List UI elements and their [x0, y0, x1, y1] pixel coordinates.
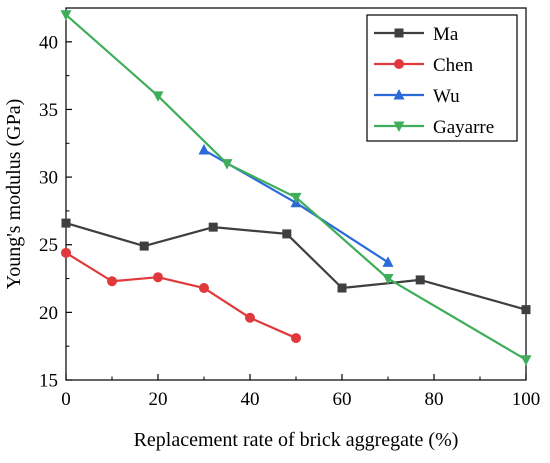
x-tick-label: 40 [241, 389, 260, 410]
legend-box [366, 14, 518, 142]
legend-entry-wu: Wu [374, 86, 460, 107]
data-point-gayarre [60, 10, 72, 21]
data-point-gayarre [221, 159, 233, 170]
y-axis: 15 20 25 30 35 40 [39, 32, 72, 392]
legend-marker-chen [394, 59, 404, 69]
data-point-ma [521, 305, 531, 315]
legend-entry-ma: Ma [374, 24, 459, 45]
legend-marker-ma [394, 28, 404, 38]
y-tick-label: 30 [39, 168, 58, 189]
data-point-gayarre [152, 91, 164, 102]
data-point-ma [282, 229, 292, 239]
y-tick-label: 40 [39, 32, 58, 53]
data-point-ma [415, 275, 425, 285]
data-point-chen [245, 312, 255, 323]
legend-marker-wu [393, 89, 405, 100]
y-axis-title: Young's modulus (GPa) [3, 99, 25, 290]
x-axis-title: Replacement rate of brick aggregate (%) [134, 429, 459, 451]
data-point-chen [291, 333, 301, 344]
legend-label-ma: Ma [433, 24, 459, 45]
legend-entry-gayarre: Gayarre [374, 117, 494, 138]
x-tick-label: 60 [333, 389, 352, 410]
legend-entry-chen: Chen [374, 55, 474, 76]
series-line-gayarre [65, 13, 527, 361]
y-tick-label: 15 [39, 371, 58, 392]
legend-marker-gayarre [393, 121, 405, 132]
legend-label-chen: Chen [433, 55, 474, 76]
series-gayarre [60, 10, 532, 366]
data-point-ma [61, 218, 71, 228]
data-point-gayarre [290, 192, 302, 204]
y-tick-label: 35 [39, 100, 58, 121]
series-line-ma [65, 222, 527, 311]
y-tick-label: 25 [39, 235, 58, 256]
x-tick-label: 0 [61, 389, 71, 410]
data-point-chen [153, 272, 163, 283]
legend: Ma Chen Wu Gayarre [366, 14, 518, 142]
legend-label-wu: Wu [433, 86, 460, 107]
data-point-ma [337, 283, 347, 293]
series-ma [61, 218, 531, 315]
x-tick-label: 80 [425, 389, 444, 410]
data-point-gayarre [382, 274, 394, 285]
data-point-chen [107, 276, 117, 287]
legend-label-gayarre: Gayarre [433, 117, 494, 138]
x-tick-label: 20 [149, 389, 168, 410]
x-axis: 0 20 40 60 80 100 [61, 374, 540, 410]
series-layer [60, 10, 532, 366]
data-point-chen [199, 283, 209, 294]
data-point-wu [382, 256, 394, 267]
series-chen [61, 247, 301, 344]
x-tick-label: 100 [512, 389, 541, 410]
data-point-chen [61, 247, 71, 258]
data-point-ma [139, 241, 149, 251]
data-point-wu [198, 144, 210, 155]
y-tick-label: 20 [39, 303, 58, 324]
series-line-chen [65, 251, 297, 340]
data-point-ma [208, 222, 218, 232]
data-point-gayarre [520, 355, 532, 366]
